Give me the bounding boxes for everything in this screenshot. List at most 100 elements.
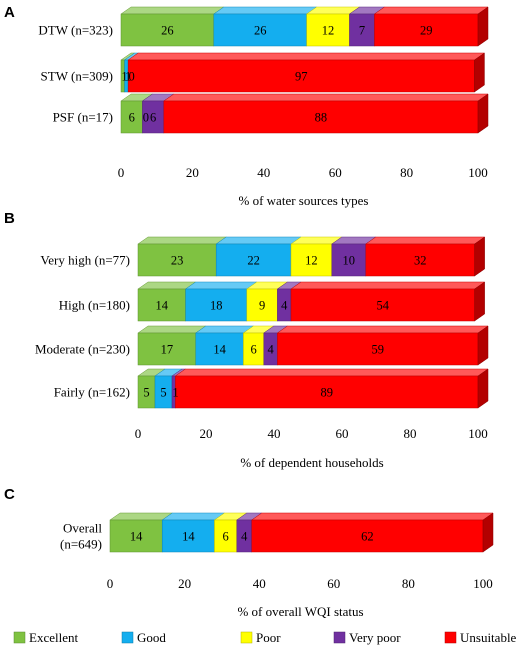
x-tick-label: 80: [400, 165, 413, 180]
bar-side: [477, 6, 489, 47]
panel-C: C 14 14 6 4 62 Overall (n=649) 0 20 40 60 80 100 % of …: [4, 486, 494, 619]
x-tick-label: 20: [178, 576, 191, 591]
x-tick-label: 0: [118, 165, 125, 180]
bar-segment-unsuitable: [277, 332, 479, 366]
x-tick-label: 20: [200, 426, 213, 441]
category-label: Overall (n=649): [60, 521, 102, 552]
bar-side: [477, 93, 489, 134]
value-label: 0: [143, 111, 149, 125]
value-label: 4: [281, 299, 288, 313]
category-label: PSF (n=17): [53, 110, 113, 125]
category-label: Moderate (n=230): [35, 342, 130, 357]
bar-segment-top: [161, 512, 226, 521]
value-label: 6: [150, 111, 156, 125]
legend-swatch: [444, 631, 457, 644]
bar-segment-excellent: [137, 332, 197, 366]
x-tick-label: 80: [402, 576, 415, 591]
bar-row: 23 22 12 10 32: [137, 236, 486, 277]
bar-side: [474, 52, 485, 93]
bar-segment-unsuitable: [163, 100, 479, 134]
value-label: 0: [129, 70, 135, 84]
value-label: 7: [359, 24, 365, 38]
bar-side: [474, 236, 485, 277]
value-label: 5: [160, 386, 166, 400]
value-label: 14: [213, 343, 226, 357]
bar-row: 14 14 6 4 62: [109, 512, 494, 553]
legend-label: Excellent: [29, 630, 78, 645]
bar-segment-top: [184, 281, 258, 290]
bar-segment-good: [195, 332, 244, 366]
x-tick-label: 60: [327, 576, 340, 591]
bar-row: 17 14 6 4 59: [137, 325, 489, 366]
bar-segment-good: [185, 288, 248, 322]
bar-segment-top: [109, 512, 174, 521]
value-label: 26: [254, 24, 267, 38]
bar-segment-unsuitable: [365, 243, 475, 277]
value-label: 1: [172, 386, 178, 400]
category-label: DTW (n=323): [38, 23, 113, 38]
value-label: 5: [143, 386, 149, 400]
bar-segment-poor: [246, 288, 278, 322]
bar-row: 14 18 9 4 54: [137, 281, 486, 322]
bar-segment-unsuitable: [251, 519, 484, 553]
legend-label: Poor: [256, 630, 281, 645]
bar-row: 26 26 12 7 29: [120, 6, 489, 47]
value-label: 6: [223, 530, 229, 544]
x-tick-label: 100: [468, 165, 488, 180]
legend-swatch: [121, 631, 134, 644]
bar-segment-top: [174, 368, 489, 377]
value-label: 22: [247, 254, 260, 268]
bar-row: 5 5 1 89: [137, 368, 489, 409]
x-tick-label: 20: [186, 165, 199, 180]
bar-segment-top: [137, 236, 227, 245]
category-label: Very high (n=77): [40, 253, 130, 268]
bar-row: 6 0 6 88: [120, 93, 489, 134]
value-label: 32: [414, 254, 427, 268]
bar-side: [482, 512, 494, 553]
value-label: 88: [315, 111, 328, 125]
bar-segment-top: [290, 281, 486, 290]
x-tick-label: 40: [268, 426, 281, 441]
x-tick-label: 60: [329, 165, 342, 180]
legend-swatch: [240, 631, 253, 644]
x-tick-label: 0: [107, 576, 114, 591]
category-label: STW (n=309): [41, 69, 113, 84]
bar-segment-top: [215, 236, 302, 245]
value-label: 17: [161, 343, 174, 357]
x-axis-title: % of water sources types: [239, 193, 369, 208]
bar-segment-excellent: [120, 13, 215, 47]
bar-segment-top: [163, 93, 489, 102]
bar-segment-top: [365, 236, 486, 245]
category-label: High (n=180): [59, 298, 130, 313]
value-label: 14: [156, 299, 169, 313]
value-label: 23: [171, 254, 184, 268]
value-label: 89: [320, 386, 333, 400]
bar-row: 110 97: [120, 52, 486, 93]
value-label: 59: [371, 343, 384, 357]
x-tick-label: 40: [257, 165, 270, 180]
value-label: 62: [361, 530, 374, 544]
category-label: Fairly (n=162): [54, 385, 130, 400]
x-axis-title: % of overall WQI status: [237, 604, 363, 619]
bar-segment-top: [137, 325, 207, 334]
x-tick-label: 80: [404, 426, 417, 441]
bar-segment-top: [120, 6, 225, 15]
bar-segment-top: [213, 6, 318, 15]
value-label: 14: [182, 530, 195, 544]
panel-letter: C: [4, 486, 15, 503]
value-label: 1: [125, 70, 131, 84]
legend: Excellent Good Poor Very poor Unsuitable: [13, 630, 517, 645]
bar-side: [477, 368, 489, 409]
panel-letter: A: [4, 4, 15, 21]
bar-segment-unsuitable: [290, 288, 475, 322]
bar-segment-top: [373, 6, 489, 15]
value-label: 9: [259, 299, 265, 313]
value-label: 54: [377, 299, 390, 313]
value-label: 4: [241, 530, 248, 544]
bar-segment-unsuitable: [175, 375, 479, 409]
value-label: 12: [322, 24, 335, 38]
legend-swatch: [333, 631, 346, 644]
bar-segment-unsuitable: [374, 13, 479, 47]
x-tick-label: 100: [468, 426, 488, 441]
